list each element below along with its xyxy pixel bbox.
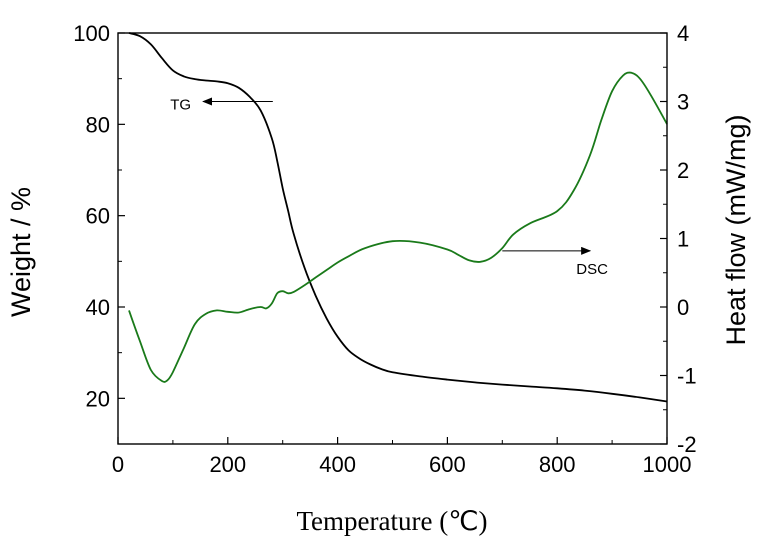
y-right-tick-label: 4 xyxy=(677,21,689,46)
dsc-series-line xyxy=(128,71,668,383)
y-right-tick-label: -1 xyxy=(677,364,697,389)
dsc-annotation-label: DSC xyxy=(576,261,608,278)
y-right-tick-label: 3 xyxy=(677,90,689,115)
tg-series-line xyxy=(128,32,668,403)
x-tick-label: 800 xyxy=(539,452,576,477)
y-right-tick-label: -2 xyxy=(677,432,697,457)
series-layer xyxy=(128,32,668,403)
x-tick-label: 0 xyxy=(112,452,124,477)
x-tick-label: 1000 xyxy=(643,452,692,477)
x-tick-label: 200 xyxy=(209,452,246,477)
y-left-tick-label: 60 xyxy=(86,204,110,229)
x-tick-label: 400 xyxy=(319,452,356,477)
y-right-tick-label: 2 xyxy=(677,158,689,183)
x-tick-label: 600 xyxy=(429,452,466,477)
y-right-tick-label: 1 xyxy=(677,227,689,252)
annotation-layer: TG DSC xyxy=(170,97,608,278)
y-left-tick-label: 100 xyxy=(73,21,110,46)
axis-ticks xyxy=(117,32,668,445)
y-left-tick-label: 20 xyxy=(86,386,110,411)
y-left-tick-label: 40 xyxy=(86,295,110,320)
x-axis-title: Temperature (℃) xyxy=(296,506,487,536)
tg-annotation-label: TG xyxy=(170,97,191,114)
tick-label-layer: 0 200 400 600 800 1000 20 40 60 80 100 -2 -1 0 1 2 3 4 xyxy=(73,21,696,477)
y-axis-left-title: Weight / % xyxy=(6,187,36,317)
y-left-tick-label: 80 xyxy=(86,112,110,137)
y-axis-right-title: Heat flow (mW/mg) xyxy=(721,114,751,345)
plot-frame xyxy=(117,32,668,445)
y-right-tick-label: 0 xyxy=(677,295,689,320)
